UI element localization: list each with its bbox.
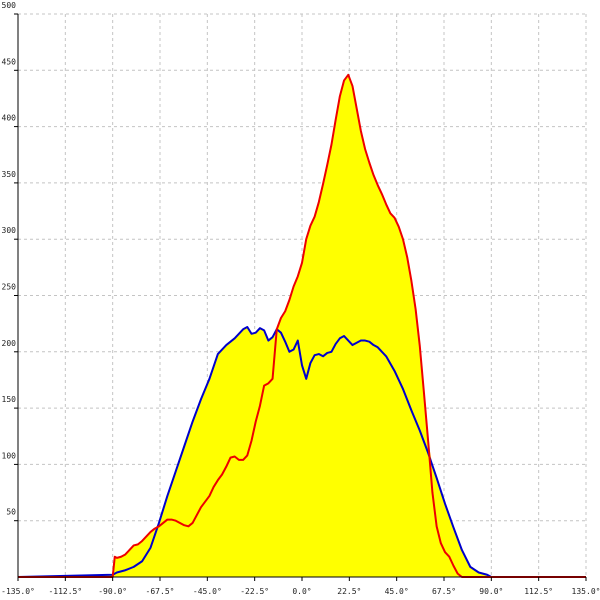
x-tick-label: 0.0°: [292, 587, 311, 596]
x-tick-label: -22.5°: [240, 587, 269, 596]
x-tick-label: -135.0°: [1, 587, 35, 596]
series-line-2: [18, 73, 586, 578]
y-tick-label: 100: [2, 451, 17, 460]
x-tick-label: -45.0°: [193, 587, 222, 596]
x-tick-label: 90.0°: [479, 587, 503, 596]
x-tick-label: -90.0°: [98, 587, 127, 596]
area-fill: [18, 74, 586, 578]
axes: [14, 13, 587, 581]
y-tick-label: 250: [2, 283, 17, 292]
y-tick-label: 500: [2, 1, 17, 10]
series-line-1: [17, 326, 586, 578]
x-tick-label: 67.5°: [432, 587, 456, 596]
series-layer: [17, 73, 586, 578]
x-tick-label: -112.5°: [48, 587, 82, 596]
y-tick-label: 200: [2, 339, 17, 348]
y-tick-label: 450: [2, 57, 17, 66]
x-tick-label: 45.0°: [385, 587, 409, 596]
x-tick-label: 135.0°: [572, 587, 600, 596]
x-tick-label: 112.5°: [524, 587, 553, 596]
y-tick-label: 50: [6, 508, 16, 517]
y-tick-label: 400: [2, 114, 17, 123]
x-tick-label: 22.5°: [337, 587, 361, 596]
y-tick-label: 350: [2, 170, 17, 179]
y-tick-label: 300: [2, 226, 17, 235]
y-tick-label: 150: [2, 395, 17, 404]
area-fill-layer: [18, 74, 586, 578]
x-tick-label: -67.5°: [146, 587, 175, 596]
